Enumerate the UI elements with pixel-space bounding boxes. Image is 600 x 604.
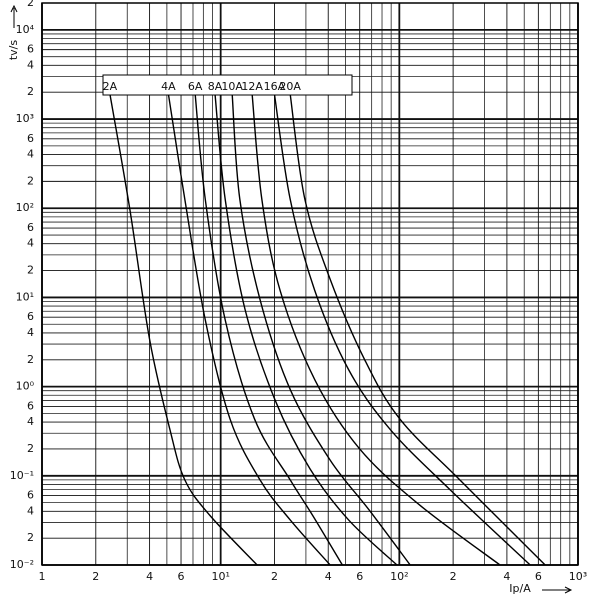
- y-tick-label: 6: [27, 43, 34, 56]
- x-tick-label: 10²: [390, 570, 408, 583]
- y-tick-label: 6: [27, 489, 34, 502]
- y-tick-label: 10⁻¹: [10, 469, 34, 482]
- y-tick-label: 2: [27, 531, 34, 544]
- legend-label: 20A: [279, 80, 301, 93]
- y-tick-label: 6: [27, 132, 34, 145]
- y-tick-label: 2: [27, 174, 34, 187]
- y-tick-label: 4: [27, 58, 34, 71]
- legend-label: 2A: [103, 80, 118, 93]
- fuse-curve: [194, 94, 343, 566]
- x-tick-label: 4: [146, 570, 153, 583]
- y-tick-label: 10³: [16, 112, 34, 125]
- curves: [109, 94, 546, 566]
- legend-label: 12A: [241, 80, 263, 93]
- fuse-curve: [231, 94, 411, 566]
- legend-box: [102, 74, 353, 96]
- grid: [41, 2, 579, 566]
- y-tick-label: 2: [27, 442, 34, 455]
- y-tick-label: 10²: [16, 201, 34, 214]
- y-tick-label: 4: [27, 415, 34, 428]
- y-tick-label: 2: [27, 85, 34, 98]
- x-tick-label: 6: [178, 570, 185, 583]
- y-tick-label: 4: [27, 237, 34, 250]
- fuse-curve: [214, 94, 398, 566]
- x-arrow-head: [564, 586, 573, 594]
- plot-frame: [41, 2, 579, 566]
- x-tick-label: 2: [450, 570, 457, 583]
- y-tick-label: 6: [27, 310, 34, 323]
- fuse-curve: [251, 94, 501, 566]
- y-tick-label: 10⁻²: [10, 558, 34, 571]
- fuse-curve: [289, 94, 546, 566]
- x-tick-label: 6: [535, 570, 542, 583]
- labels: 1 2 4 6 10¹ 2 4 6 10² 2 4 6 10³ 10⁻² 2 4 6 10⁻¹ 2 4 6 10⁰ 2 4 6 1…: [10, 0, 587, 583]
- fuse-curve: [273, 94, 531, 566]
- y-tick-label: 4: [27, 326, 34, 339]
- fuse-curve: [109, 94, 258, 566]
- fuse-curve: [167, 94, 331, 566]
- y-tick-label: 2: [27, 264, 34, 277]
- x-tick-label: 4: [503, 570, 510, 583]
- y-tick-label: 4: [27, 148, 34, 161]
- y-tick-label: 6: [27, 399, 34, 412]
- x-tick-label: 10³: [569, 570, 587, 583]
- y-tick-label: 10¹: [16, 290, 34, 303]
- legend-label: 10A: [221, 80, 243, 93]
- legend-label: 16A: [264, 80, 286, 93]
- y-axis-title: tv/s: [7, 40, 20, 61]
- y-tick-label: 2: [27, 353, 34, 366]
- x-tick-label: 2: [92, 570, 99, 583]
- y-tick-label: 6: [27, 221, 34, 234]
- y-tick-label: 10⁰: [16, 380, 35, 393]
- legend-label: 6A: [188, 80, 203, 93]
- y-arrow-head: [10, 4, 18, 13]
- x-tick-label: 1: [39, 570, 46, 583]
- y-tick-label: 4: [27, 504, 34, 517]
- y-tick-label: 10⁴: [16, 23, 35, 36]
- legend-label: 4A: [161, 80, 176, 93]
- y-tick-label: 2: [27, 0, 34, 9]
- x-tick-label: 4: [325, 570, 332, 583]
- x-tick-label: 6: [356, 570, 363, 583]
- x-axis-title: Ip/A: [509, 582, 531, 595]
- legend-label: 8A: [208, 80, 223, 93]
- x-tick-label: 10¹: [211, 570, 229, 583]
- x-tick-label: 2: [271, 570, 278, 583]
